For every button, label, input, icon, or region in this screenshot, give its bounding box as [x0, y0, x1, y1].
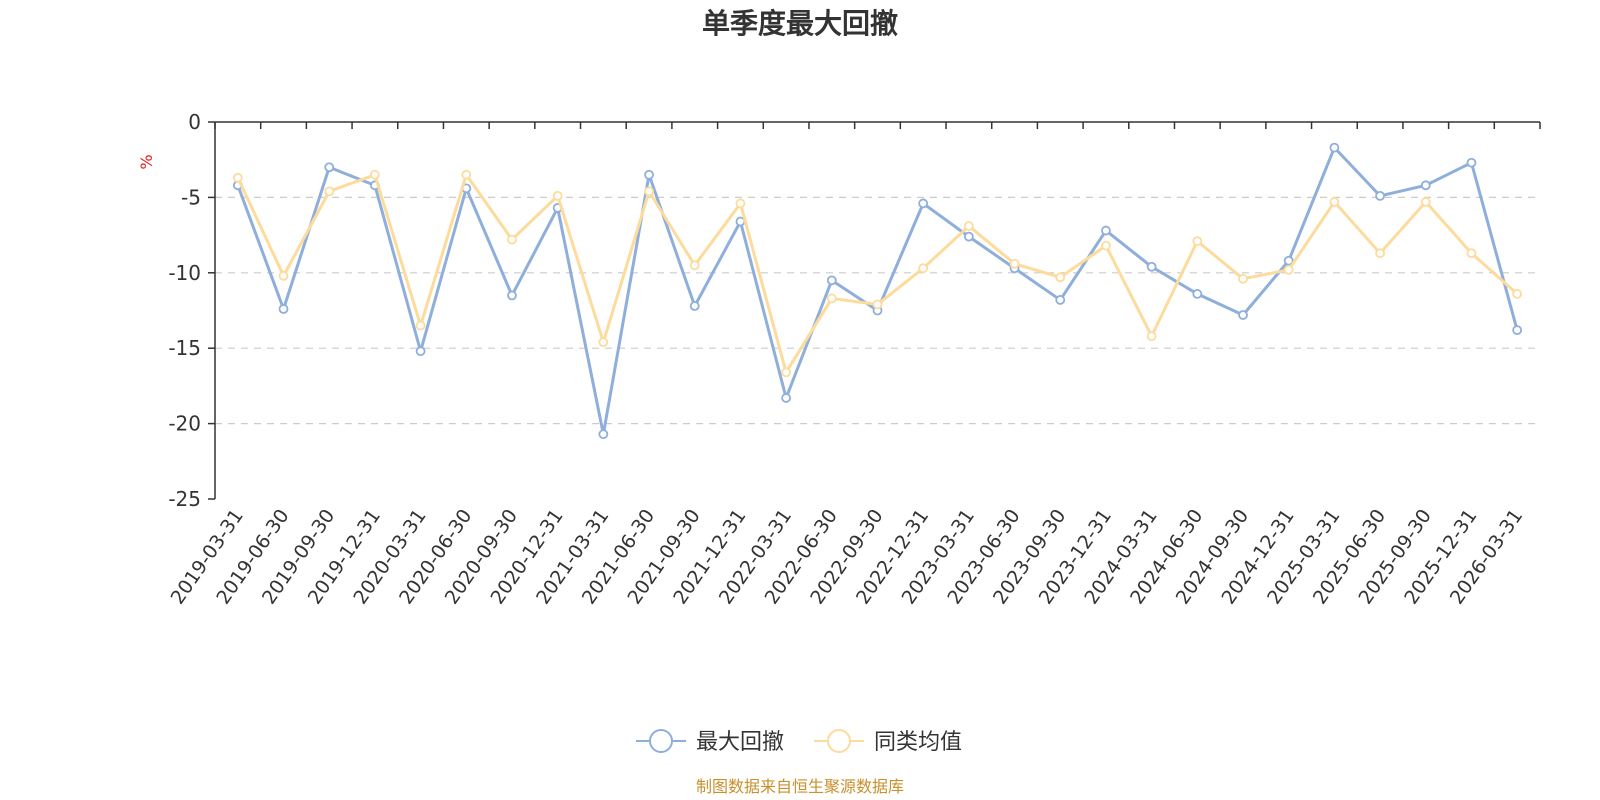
data-point [735, 198, 746, 209]
data-point [278, 304, 289, 314]
data-point [415, 320, 426, 331]
data-point [232, 172, 243, 183]
data-point [324, 186, 335, 197]
data-point [1238, 273, 1248, 284]
data-point [598, 337, 609, 348]
data-point [1420, 180, 1431, 191]
series-2 [232, 169, 1523, 378]
data-point [1101, 240, 1111, 251]
data-point [781, 367, 792, 378]
y-tick-label: -15 [168, 336, 201, 360]
legend-item-1[interactable]: 最大回撤 [636, 729, 784, 755]
data-point [1466, 248, 1477, 259]
data-point [872, 299, 883, 310]
data-point [1512, 289, 1523, 299]
legend-label: 最大回撤 [696, 730, 784, 755]
data-point [1146, 261, 1157, 272]
data-point [918, 198, 929, 209]
y-axis-unit: % [137, 154, 156, 169]
data-point [552, 190, 563, 201]
legend-marker-icon [649, 729, 673, 753]
x-tick-labels: 2019-03-312019-06-302019-09-302019-12-31… [167, 505, 1528, 608]
data-point [1329, 142, 1340, 153]
y-tick-labels: 0 -5 -10 -15 -20 -25 [168, 110, 215, 511]
data-point [963, 231, 974, 242]
y-tick-label: -10 [168, 261, 201, 285]
legend-label: 同类均值 [874, 730, 962, 755]
y-tick-label: 0 [188, 110, 201, 134]
data-point [461, 169, 472, 180]
legend-marker-icon [827, 729, 851, 753]
data-point [278, 270, 289, 281]
data-point [1329, 197, 1340, 207]
data-point [644, 186, 654, 197]
data-point [1466, 157, 1477, 168]
chart-title: 单季度最大回撤 [702, 7, 898, 40]
data-point [918, 263, 929, 274]
data-point [1420, 197, 1431, 207]
data-point [1375, 248, 1385, 259]
data-point [1192, 289, 1203, 299]
data-point [1283, 264, 1294, 275]
y-tick-label: -20 [168, 412, 201, 436]
data-point [1055, 272, 1066, 283]
data-point [644, 169, 654, 180]
data-point [1512, 325, 1523, 336]
data-point [324, 162, 335, 173]
series-lines [232, 142, 1523, 440]
data-point [415, 346, 426, 357]
data-point [1375, 190, 1385, 201]
data-point [1192, 236, 1203, 247]
legend[interactable]: 最大回撤 同类均值 [636, 729, 962, 755]
data-point [963, 221, 974, 231]
data-point [598, 429, 609, 440]
data-source-note: 制图数据来自恒生聚源数据库 [696, 777, 904, 796]
data-point [781, 393, 792, 403]
data-point [1101, 225, 1111, 236]
data-point [370, 169, 380, 180]
data-point [689, 301, 700, 311]
data-point [1238, 310, 1248, 320]
data-point [689, 260, 700, 271]
y-tick-label: -5 [181, 185, 201, 209]
data-point [1055, 295, 1066, 305]
y-tick-label: -25 [168, 487, 201, 511]
data-point [1146, 331, 1157, 342]
data-point [1009, 258, 1020, 269]
data-point [507, 234, 517, 245]
legend-item-2[interactable]: 同类均值 [814, 729, 962, 755]
data-point [826, 275, 837, 286]
data-point [826, 293, 837, 304]
series-1 [232, 142, 1523, 440]
data-point [507, 290, 517, 301]
series-line [236, 173, 1519, 374]
data-point [1283, 255, 1294, 266]
axes [214, 121, 1541, 499]
